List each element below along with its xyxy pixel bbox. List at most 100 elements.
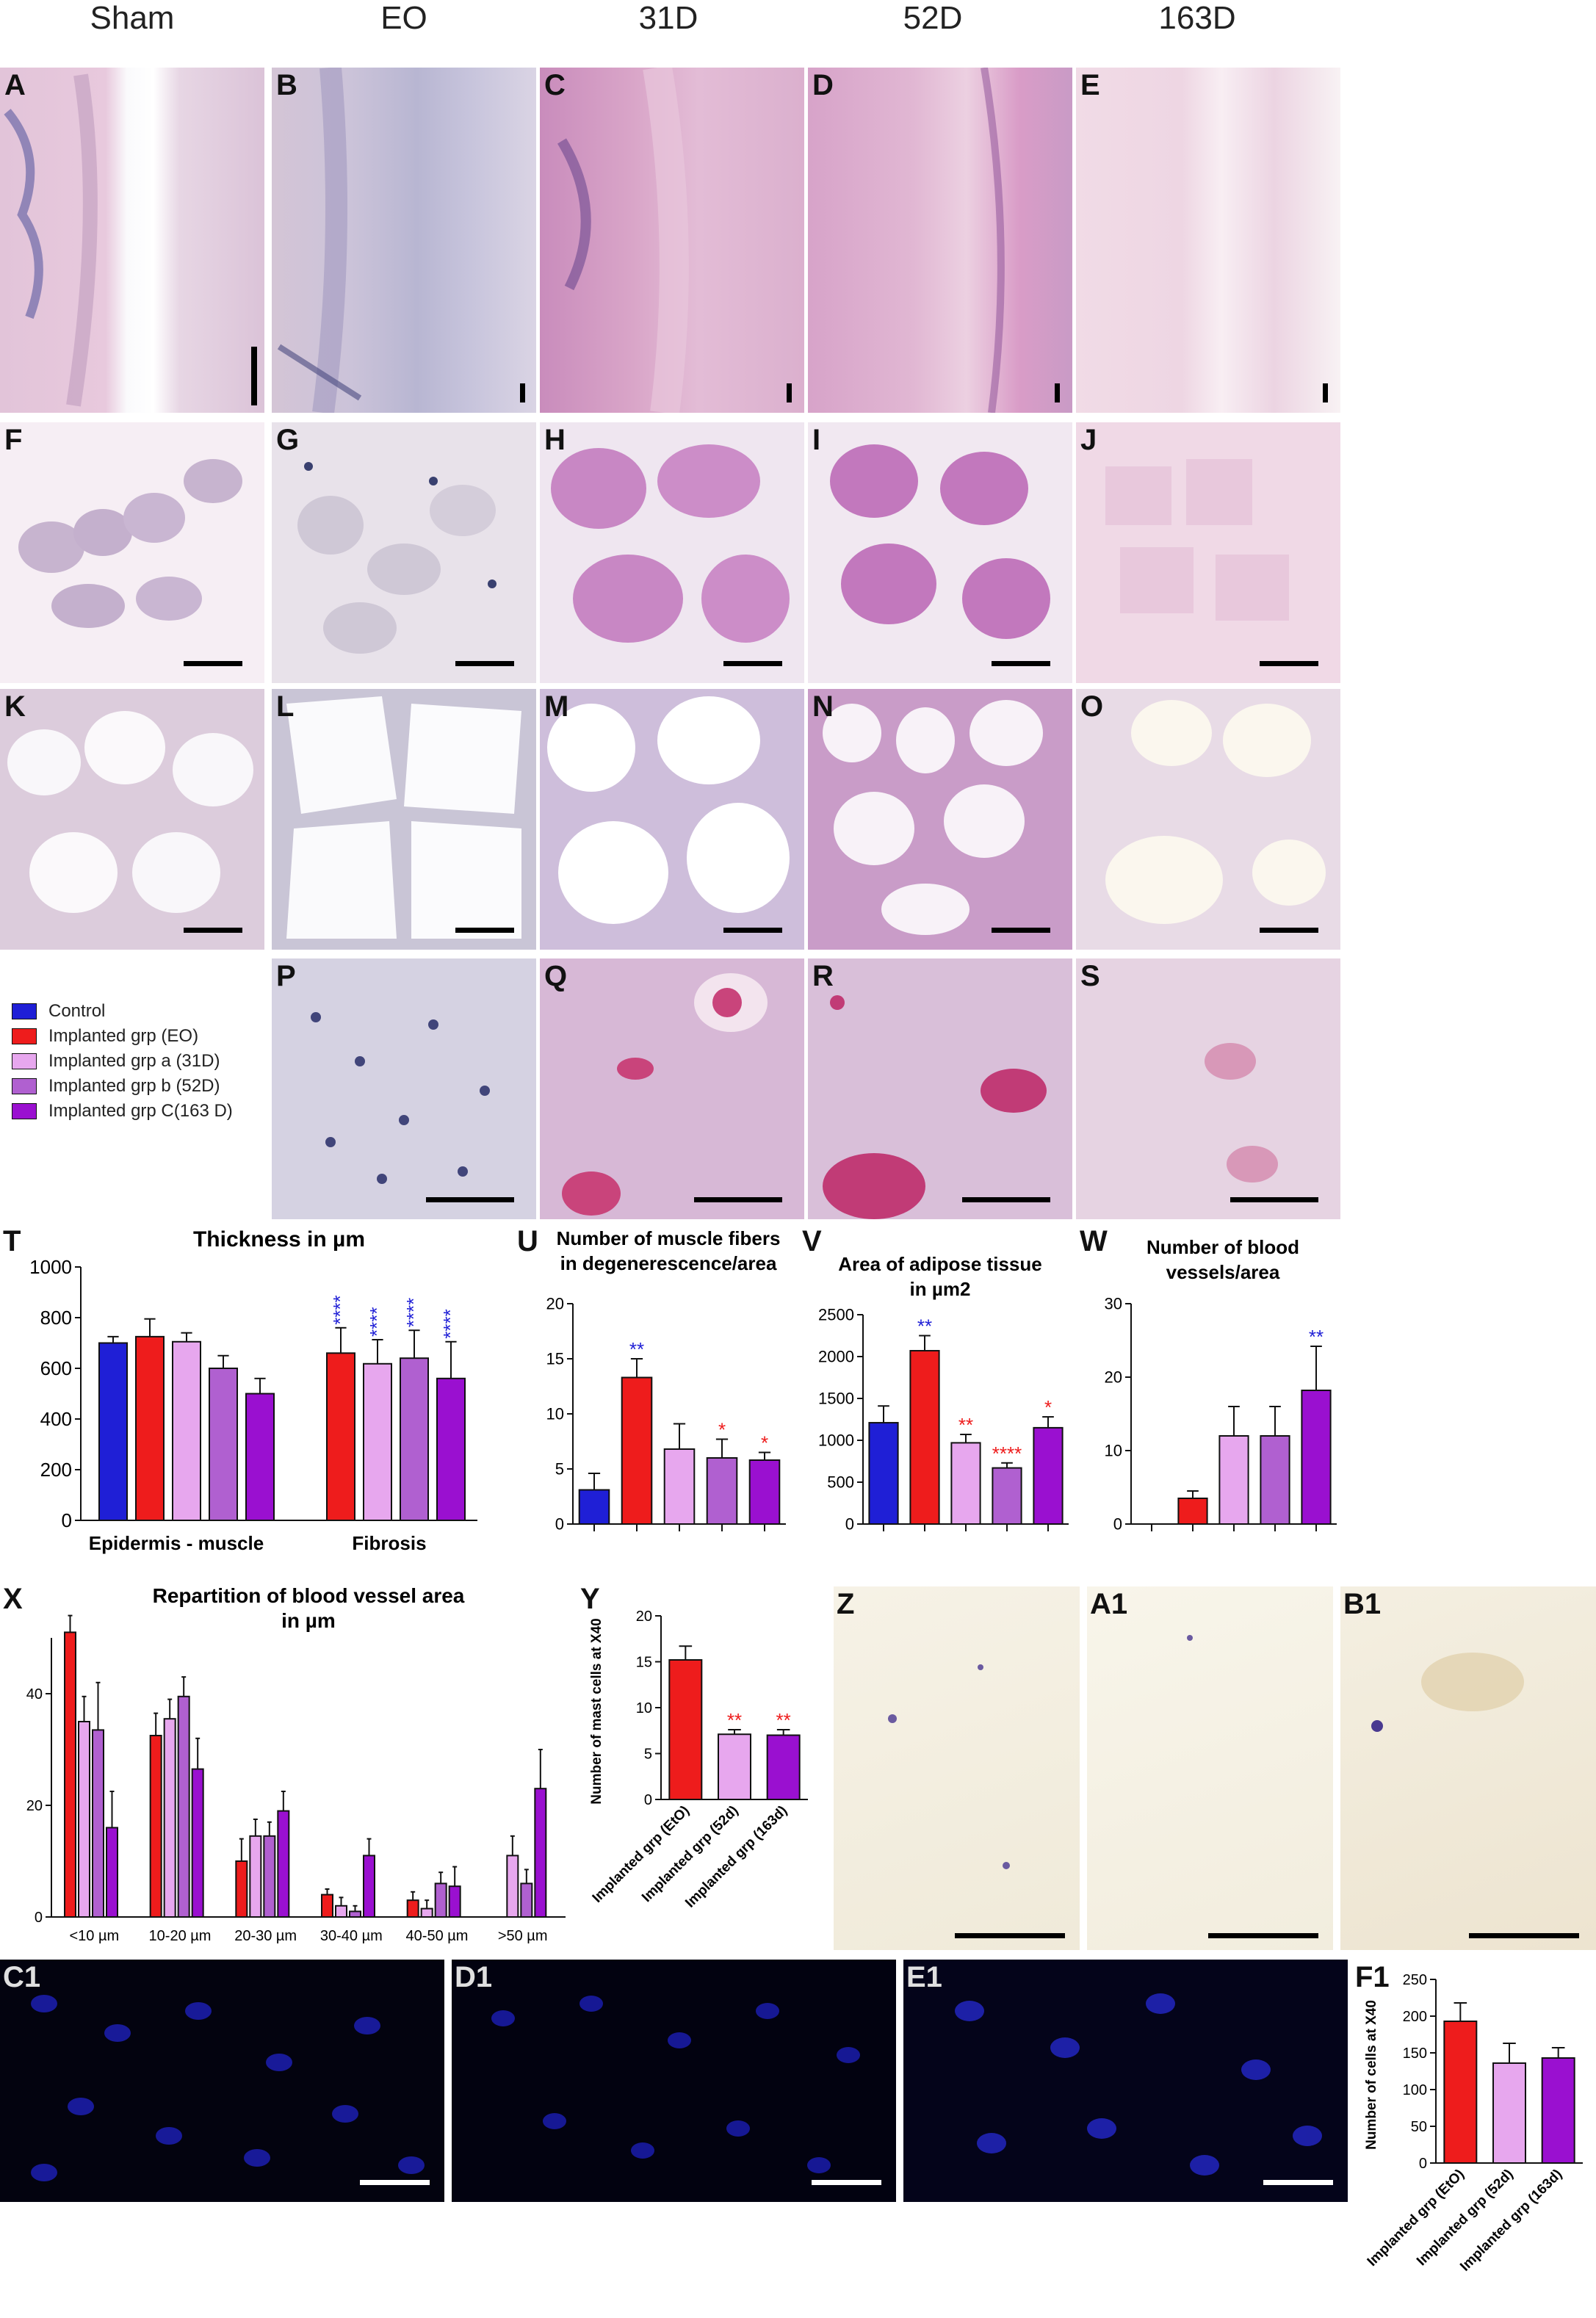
y-tick-label: 600 — [40, 1357, 72, 1379]
bar — [420, 1907, 433, 1918]
bar — [436, 1377, 466, 1521]
legend-swatch — [12, 1103, 37, 1119]
ihc-panel-a1: A1 — [1087, 1586, 1333, 1950]
significance-marker: **** — [992, 1443, 1022, 1465]
ihc-panel-b1: B1 — [1340, 1586, 1596, 1950]
y-tick-label: 0 — [644, 1792, 652, 1808]
legend-item: Implanted grp b (52D) — [12, 1074, 233, 1099]
chart-title: Number of muscle fibers — [557, 1227, 781, 1249]
panel-label-z: Z — [837, 1588, 855, 1620]
panel-label-c1: C1 — [3, 1961, 41, 1993]
bar — [621, 1376, 653, 1525]
bar — [349, 1910, 361, 1918]
bar — [1492, 2062, 1526, 2164]
bar — [1541, 2057, 1575, 2164]
bar — [534, 1788, 547, 1918]
scale-bar — [1263, 2180, 1333, 2185]
x-category-label: 10-20 µm — [149, 1928, 212, 1944]
scale-bar — [1230, 1197, 1318, 1202]
panel-label-v: V — [802, 1225, 822, 1257]
bar — [950, 1442, 981, 1526]
chart-title: in µm — [281, 1609, 336, 1632]
legend-swatch — [12, 1028, 37, 1044]
scale-bar — [812, 2180, 881, 2185]
scale-bar — [455, 661, 514, 666]
legend-label: Implanted grp C(163 D) — [48, 1101, 233, 1121]
x-category-label: Fibrosis — [352, 1532, 426, 1554]
fluorescence-panel-d1: D1 — [452, 1960, 896, 2202]
histology-panel-l: L — [272, 689, 536, 950]
panel-label-c: C — [544, 69, 566, 101]
scale-bar — [520, 383, 525, 402]
y-tick-label: 5 — [644, 1747, 652, 1763]
legend-item: Implanted grp C(163 D) — [12, 1099, 233, 1124]
histology-panel-i: I — [808, 422, 1072, 683]
bar — [668, 1659, 703, 1800]
bar — [406, 1899, 419, 1918]
bar — [448, 1885, 461, 1918]
legend-item: Control — [12, 999, 233, 1024]
panel-label-b: B — [276, 69, 297, 101]
scale-bar — [251, 347, 257, 405]
bar — [163, 1718, 176, 1918]
y-tick-label: 150 — [1403, 2046, 1427, 2062]
bar — [321, 1893, 333, 1918]
panel-label-n: N — [812, 690, 834, 723]
chart-title: Area of adipose tissue — [838, 1253, 1041, 1275]
histology-panel-o: O — [1076, 689, 1340, 950]
y-tick-label: 0 — [62, 1509, 72, 1531]
histology-panel-f: F — [0, 422, 264, 683]
y-tick-label: 50 — [1411, 2119, 1427, 2135]
chart-cell-count: Number of cells at X40 0 50 100 150 200 250 Imp… — [1364, 1972, 1583, 2275]
y-tick-label: 0 — [1113, 1515, 1122, 1534]
group-legend: Control Implanted grp (EO) Implanted grp… — [12, 999, 233, 1124]
x-category-label: Implanted grp (163d) — [1457, 2167, 1565, 2275]
scale-bar — [1055, 383, 1060, 402]
histology-panel-c: C — [540, 68, 804, 413]
chart-mast-cells: Number of mast cells at X40 0 5 10 15 20 Impla… — [589, 1608, 808, 1911]
significance-marker: * — [718, 1419, 726, 1441]
panel-label-u: U — [517, 1225, 538, 1257]
y-axis-label: Number of mast cells at X40 — [589, 1618, 604, 1804]
chart-title: in degenerescence/area — [560, 1252, 777, 1274]
panel-label-r: R — [812, 960, 834, 992]
scale-bar — [184, 928, 242, 933]
histology-panel-m: M — [540, 689, 804, 950]
panel-label-t: T — [3, 1225, 21, 1257]
scale-bar — [723, 661, 782, 666]
chart-muscle-fibers: Number of muscle fibers in degenerescence… — [546, 1227, 786, 1534]
y-tick-label: 200 — [1403, 2009, 1427, 2025]
y-tick-label: 1000 — [818, 1431, 854, 1450]
y-tick-label: 10 — [1105, 1442, 1122, 1460]
histology-panel-j: J — [1076, 422, 1340, 683]
significance-marker: **** — [366, 1307, 388, 1337]
panel-label-e: E — [1080, 69, 1100, 101]
bar — [868, 1422, 899, 1525]
bar — [400, 1357, 429, 1521]
panel-label-x: X — [3, 1583, 23, 1615]
x-category-label: 40-50 µm — [406, 1928, 469, 1944]
x-category-label: Implanted grp (52d) — [639, 1803, 742, 1906]
panel-label-w: W — [1080, 1225, 1108, 1257]
scale-bar — [992, 928, 1050, 933]
scale-bar — [455, 928, 514, 933]
bar — [1218, 1435, 1249, 1525]
y-tick-label: 15 — [636, 1655, 652, 1671]
legend-swatch — [12, 1078, 37, 1094]
scale-bar — [1323, 383, 1328, 402]
panel-label-i: I — [812, 424, 821, 456]
bar — [235, 1860, 248, 1918]
significance-marker: ** — [727, 1709, 742, 1731]
y-tick-label: 20 — [636, 1608, 652, 1625]
significance-marker: **** — [439, 1309, 461, 1338]
column-title-sham: Sham — [90, 0, 175, 36]
scale-bar — [1260, 928, 1318, 933]
x-category-label: Implanted grp (EtO) — [590, 1803, 693, 1906]
chart-title: vessels/area — [1166, 1261, 1280, 1283]
scale-bar — [787, 383, 792, 402]
fluorescence-panel-c1: C1 — [0, 1960, 444, 2202]
panel-label-f1: F1 — [1355, 1961, 1390, 1993]
bar — [578, 1489, 610, 1525]
bar — [718, 1733, 751, 1800]
scale-bar — [723, 928, 782, 933]
